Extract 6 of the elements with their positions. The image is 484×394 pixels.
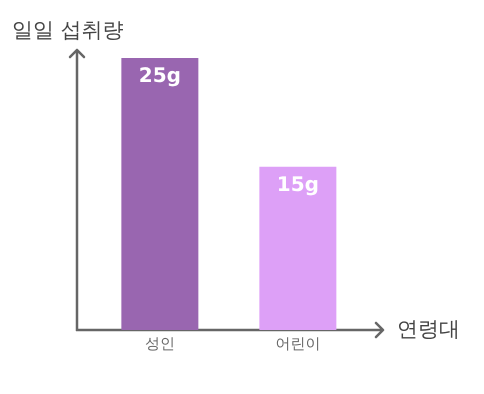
y-axis-title: 일일 섭취량 <box>12 17 124 44</box>
data-label: 15g <box>276 172 319 196</box>
x-axis-title: 연령대 <box>397 316 460 343</box>
data-label: 25g <box>138 63 181 88</box>
x-tick-label: 성인 <box>145 334 175 353</box>
x-tick-label: 어린이 <box>276 334 320 353</box>
